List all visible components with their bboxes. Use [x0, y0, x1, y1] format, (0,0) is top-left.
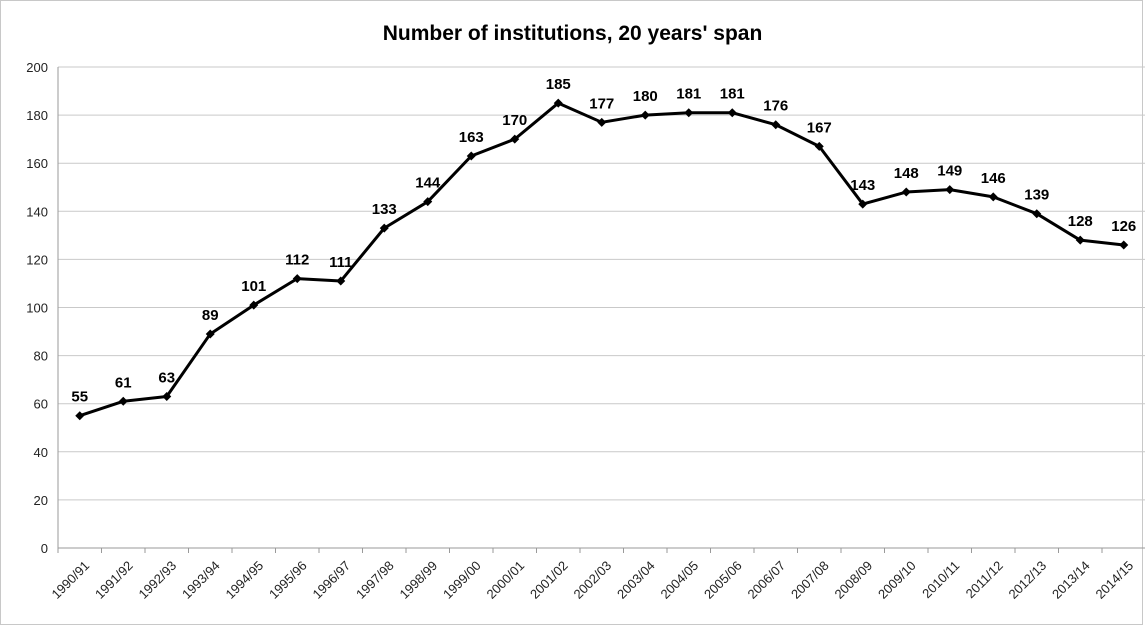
- y-tick-label: 100: [26, 301, 48, 316]
- data-label: 167: [807, 119, 832, 136]
- data-label: 149: [937, 163, 962, 180]
- y-tick-label: 40: [34, 445, 48, 460]
- data-point: [336, 276, 346, 286]
- x-tick-label: 2005/06: [701, 558, 745, 602]
- data-label: 148: [894, 165, 919, 182]
- x-tick-label: 1994/95: [222, 558, 266, 602]
- data-point: [118, 396, 128, 406]
- y-tick-label: 180: [26, 108, 48, 123]
- data-label: 181: [720, 86, 745, 103]
- data-label: 143: [850, 177, 875, 194]
- data-label: 144: [415, 175, 441, 192]
- y-tick-label: 160: [26, 156, 48, 171]
- y-tick-label: 120: [26, 252, 48, 267]
- data-point: [945, 185, 955, 195]
- data-label: 177: [589, 95, 614, 112]
- data-label: 176: [763, 98, 788, 115]
- data-point: [901, 187, 911, 197]
- x-tick-label: 2014/15: [1092, 558, 1136, 602]
- data-point: [1032, 209, 1042, 219]
- x-tick-label: 1997/98: [353, 558, 397, 602]
- x-tick-label: 1995/96: [266, 558, 310, 602]
- data-point: [684, 108, 694, 118]
- data-label: 111: [329, 254, 352, 271]
- data-label: 180: [633, 88, 658, 105]
- data-point: [466, 151, 476, 161]
- x-tick-label: 1990/91: [48, 558, 92, 602]
- x-tick-label: 2007/08: [788, 558, 832, 602]
- data-point: [510, 134, 520, 144]
- x-tick-label: 1993/94: [179, 558, 223, 602]
- data-label: 55: [71, 389, 88, 406]
- data-point: [205, 329, 215, 339]
- x-tick-label: 1992/93: [135, 558, 179, 602]
- y-tick-label: 0: [41, 541, 48, 556]
- data-point: [640, 110, 650, 120]
- x-tick-label: 2006/07: [744, 558, 788, 602]
- data-point: [597, 117, 607, 127]
- data-label: 89: [202, 307, 219, 324]
- data-label: 185: [546, 76, 571, 93]
- data-point: [379, 223, 389, 233]
- x-tick-label: 2013/14: [1049, 558, 1093, 602]
- x-tick-label: 2010/11: [919, 558, 962, 601]
- data-label: 133: [372, 201, 397, 218]
- y-tick-label: 80: [34, 349, 48, 364]
- data-point: [727, 108, 737, 118]
- x-tick-label: 1996/97: [309, 558, 353, 602]
- data-label: 112: [285, 252, 309, 269]
- data-point: [249, 300, 259, 310]
- data-label: 126: [1111, 218, 1136, 235]
- x-tick-label: 1999/00: [440, 558, 484, 602]
- x-tick-label: 2004/05: [657, 558, 701, 602]
- chart-title: Number of institutions, 20 years' span: [382, 22, 763, 45]
- data-point: [771, 120, 781, 130]
- data-point: [75, 411, 85, 421]
- data-label: 170: [502, 112, 527, 129]
- data-label: 61: [115, 374, 132, 391]
- data-point: [814, 141, 824, 151]
- data-label: 128: [1068, 213, 1093, 230]
- x-tick-label: 2000/01: [483, 558, 527, 602]
- y-tick-label: 60: [34, 397, 48, 412]
- data-label: 63: [158, 369, 175, 386]
- x-tick-label: 2003/04: [614, 558, 658, 602]
- x-tick-label: 1998/99: [396, 558, 440, 602]
- data-point: [553, 98, 563, 108]
- data-point: [988, 192, 998, 202]
- data-point: [292, 274, 302, 284]
- x-tick-label: 2008/09: [831, 558, 875, 602]
- data-label: 101: [241, 278, 266, 295]
- data-label: 163: [459, 129, 484, 146]
- data-point: [1075, 235, 1085, 245]
- data-point: [162, 391, 172, 401]
- x-tick-label: 2011/12: [963, 558, 1006, 601]
- data-point: [423, 197, 433, 207]
- y-tick-label: 200: [26, 60, 48, 75]
- x-tick-label: 1991/92: [92, 558, 136, 602]
- x-tick-label: 2001/02: [527, 558, 571, 602]
- data-point: [1119, 240, 1129, 250]
- data-label: 139: [1024, 187, 1049, 204]
- data-label: 181: [676, 86, 701, 103]
- data-point: [858, 199, 868, 209]
- data-label: 146: [981, 170, 1006, 187]
- y-tick-label: 140: [26, 204, 48, 219]
- x-tick-label: 2012/13: [1005, 558, 1049, 602]
- x-tick-label: 2009/10: [875, 558, 919, 602]
- y-tick-label: 20: [34, 493, 48, 508]
- x-tick-label: 2002/03: [570, 558, 614, 602]
